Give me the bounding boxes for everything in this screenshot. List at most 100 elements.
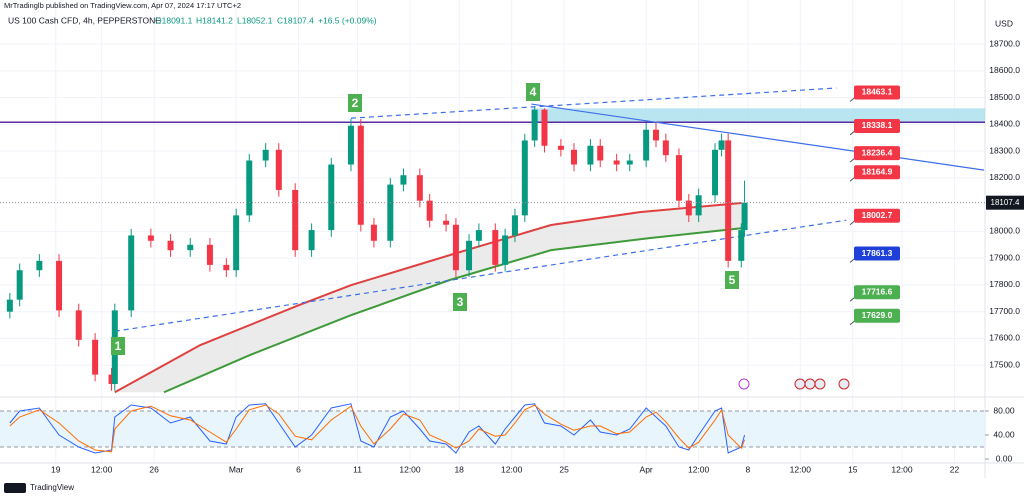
level-label: 18164.9 — [862, 167, 893, 177]
y-tick-label: 17500.0 — [989, 359, 1020, 369]
y-tick-label: 18600.0 — [989, 65, 1020, 75]
ohlc-change: +16.5 (+0.09%) — [318, 15, 377, 25]
level-label: 18338.1 — [862, 120, 893, 130]
stoch-line — [9, 403, 746, 454]
level-label: 17629.0 — [862, 310, 893, 320]
level-tag — [854, 146, 900, 161]
candle-body — [167, 240, 174, 251]
candle-body — [92, 339, 99, 375]
y-tick-label: 18200.0 — [989, 172, 1020, 182]
x-tick-label: 12:00 — [790, 464, 812, 474]
candle-body — [108, 374, 115, 384]
wave-label: 4 — [530, 85, 537, 99]
candle-body — [557, 145, 564, 150]
x-tick-label: 18 — [454, 464, 464, 474]
candle-body — [587, 145, 594, 165]
candle-body — [187, 244, 194, 251]
last-price-label: 18107.4 — [991, 198, 1020, 207]
candle-body — [56, 260, 63, 311]
candle-body — [725, 140, 732, 261]
wave-box — [453, 293, 467, 311]
candle-body — [466, 240, 473, 271]
x-tick-label: 26 — [149, 464, 159, 474]
candle-body — [695, 195, 702, 216]
x-tick-label: 6 — [296, 464, 301, 474]
y-tick-label: 18400.0 — [989, 119, 1020, 129]
moving-average — [114, 202, 742, 394]
x-tick-label: Apr — [640, 464, 653, 474]
candle-body — [357, 125, 364, 225]
trend-line — [114, 219, 847, 332]
event-icon — [794, 378, 806, 390]
candle-body — [416, 175, 423, 201]
candle-body — [738, 230, 745, 261]
candle-body — [6, 299, 13, 312]
candle-body — [511, 215, 518, 236]
candle-body — [443, 220, 450, 225]
level-tag — [854, 308, 900, 323]
event-icon — [814, 378, 826, 390]
level-tag — [854, 208, 900, 223]
candle-body — [643, 129, 650, 161]
y-tick-label: 17600.0 — [989, 333, 1020, 343]
candle-body — [521, 140, 528, 216]
x-tick-label: 22 — [950, 464, 960, 474]
x-tick-label: 12:00 — [688, 464, 710, 474]
candle-body — [308, 230, 315, 251]
y-tick-label: 18700.0 — [989, 38, 1020, 48]
event-icon — [738, 378, 750, 390]
symbol: US 100 Cash CFD, 4h, PEPPERSTONE — [8, 15, 161, 25]
candle-body — [400, 175, 407, 185]
logo — [4, 483, 26, 493]
candle-body — [502, 235, 509, 265]
x-tick-label: 12:00 — [891, 464, 913, 474]
x-tick-label: 12:00 — [91, 464, 113, 474]
candle-body — [128, 235, 135, 311]
currency: USD — [995, 18, 1013, 28]
level-label: 18002.7 — [862, 210, 893, 220]
wave-box — [111, 337, 125, 355]
candle-body — [597, 145, 604, 161]
candle-body — [292, 189, 299, 251]
ma-band — [114, 203, 742, 393]
x-tick-label: 12:00 — [501, 464, 523, 474]
candle-body — [275, 149, 282, 190]
y-tick-label: 17900.0 — [989, 252, 1020, 262]
candle-body — [36, 260, 43, 271]
last-price-tag — [986, 195, 1024, 210]
x-tick-label: Mar — [229, 464, 244, 474]
candle-body — [712, 149, 719, 196]
candle-body — [75, 310, 82, 340]
moving-average — [163, 227, 742, 394]
candle-body — [626, 160, 633, 165]
stoch-tick-label: 40.00 — [993, 429, 1015, 439]
candle-body — [571, 149, 577, 165]
footer: TradingView — [30, 483, 74, 492]
ohlc-high: H18141.2 — [196, 15, 233, 25]
event-icons — [738, 378, 850, 390]
level-tag — [854, 246, 900, 261]
candle-body — [613, 160, 620, 165]
y-tick-label: 17800.0 — [989, 279, 1020, 289]
x-tick-label: 25 — [559, 464, 569, 474]
candle-body — [492, 230, 499, 265]
candle-body — [653, 129, 659, 141]
stoch-tick-label: 80.00 — [993, 405, 1015, 415]
candle-body — [16, 270, 23, 300]
supply-zone — [531, 108, 985, 122]
level-label: 17716.6 — [862, 287, 893, 297]
candle-body — [206, 244, 213, 265]
wave-box — [725, 271, 739, 289]
trend-line — [350, 87, 837, 119]
event-icon — [804, 378, 816, 390]
y-tick-label: 18300.0 — [989, 145, 1020, 155]
candle-body — [675, 155, 682, 201]
candle-body — [426, 200, 433, 221]
candle-body — [347, 125, 354, 165]
candle-body — [246, 160, 253, 216]
candle-body — [685, 200, 692, 216]
y-tick-label: 17700.0 — [989, 306, 1020, 316]
event-icon — [838, 378, 850, 390]
x-tick-label: 12:00 — [399, 464, 421, 474]
